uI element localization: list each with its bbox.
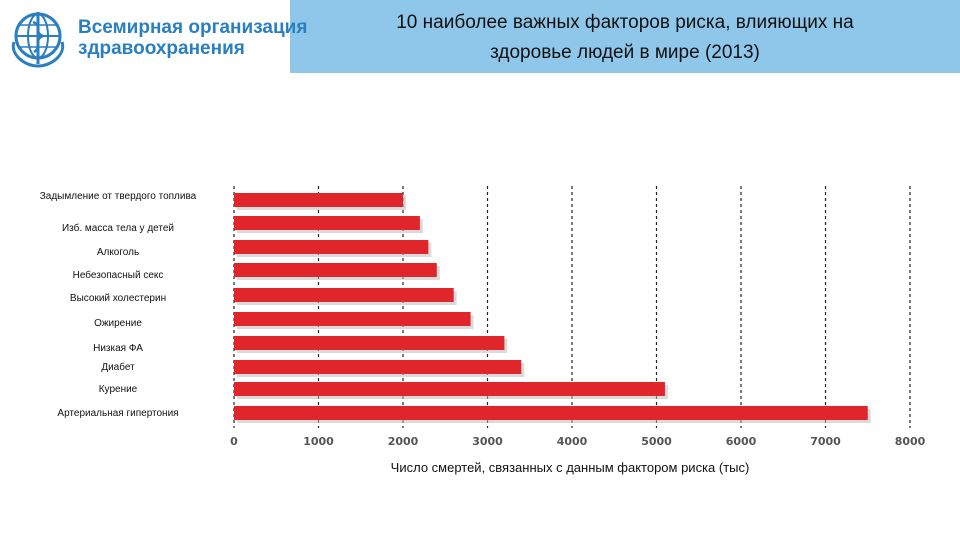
- category-label: Низкая ФА: [93, 343, 143, 354]
- category-label: Курение: [99, 384, 138, 395]
- category-label: Небезопасный секс: [73, 269, 164, 281]
- category-label: Задымление от твердого топлива: [40, 191, 197, 202]
- bar: [234, 336, 505, 350]
- x-axis-label: Число смертей, связанных с данным фактор…: [390, 460, 750, 475]
- bar: [234, 406, 868, 420]
- header-bar: [290, 0, 960, 73]
- tick-label: 2000: [388, 435, 419, 448]
- tick-label: 1000: [303, 435, 334, 448]
- bar: [234, 193, 403, 207]
- category-label: Ожирение: [94, 318, 142, 329]
- who-emblem-icon: [11, 12, 65, 68]
- category-label: Алкоголь: [97, 247, 139, 258]
- tick-label: 5000: [641, 435, 672, 448]
- bar: [234, 240, 429, 254]
- tick-label: 8000: [895, 435, 926, 448]
- org-name: Всемирная организация здравоохранения: [78, 17, 308, 59]
- category-label: Диабет: [101, 361, 135, 373]
- tick-label: 4000: [557, 435, 588, 448]
- bar: [234, 263, 437, 277]
- bar: [234, 288, 454, 302]
- who-logo: Всемирная организация здравоохранения: [6, 6, 307, 70]
- bar: [234, 216, 420, 230]
- page-title: 10 наиболее важных факторов риска, влияю…: [396, 12, 854, 63]
- category-label: Высокий холестерин: [70, 293, 166, 304]
- tick-label: 0: [230, 435, 238, 448]
- tick-label: 6000: [726, 435, 757, 448]
- category-label: Артериальная гипертония: [57, 408, 178, 419]
- tick-label: 3000: [472, 435, 503, 448]
- category-label: Изб. масса тела у детей: [62, 222, 174, 234]
- bar: [234, 360, 522, 374]
- bar: [234, 312, 471, 326]
- bar: [234, 382, 665, 396]
- tick-label: 7000: [810, 435, 841, 448]
